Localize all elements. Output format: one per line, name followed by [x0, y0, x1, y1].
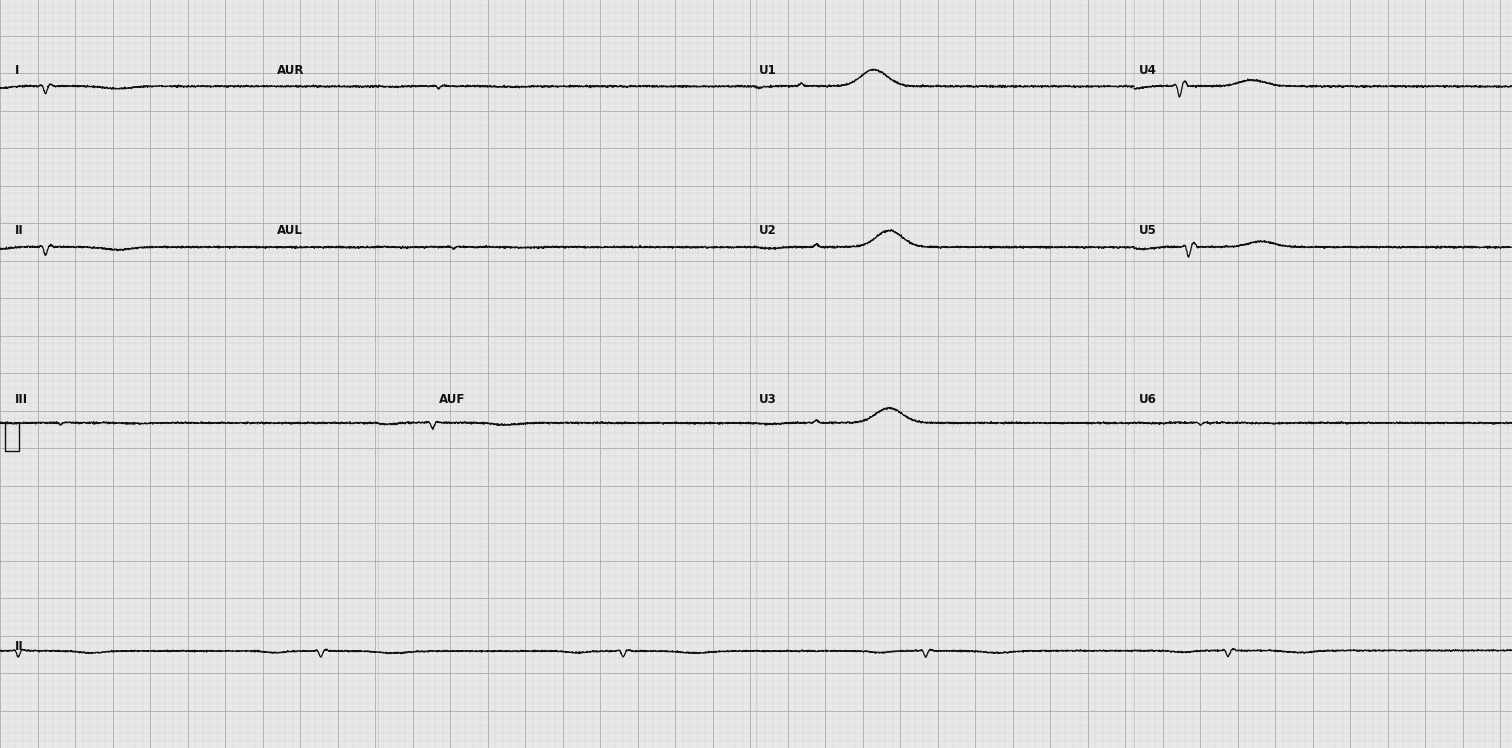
Text: I: I — [15, 64, 20, 76]
Text: U4: U4 — [1139, 64, 1157, 76]
Text: AUF: AUF — [438, 393, 464, 405]
Text: U3: U3 — [759, 393, 777, 405]
Text: U1: U1 — [759, 64, 777, 76]
Text: U2: U2 — [759, 224, 777, 237]
Text: AUL: AUL — [277, 224, 302, 237]
Text: U6: U6 — [1139, 393, 1157, 405]
Text: III: III — [15, 393, 29, 405]
Text: II: II — [15, 224, 24, 237]
Text: AUR: AUR — [277, 64, 304, 76]
Text: II: II — [15, 640, 24, 652]
Text: U5: U5 — [1139, 224, 1157, 237]
